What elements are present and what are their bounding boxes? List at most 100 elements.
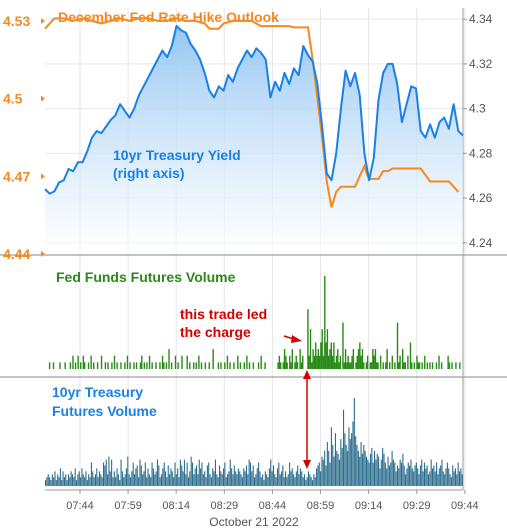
treasury-futures-volume-bar [162,468,164,486]
fed-funds-volume-bar [116,362,118,369]
fed-funds-volume-bar [285,355,287,369]
treasury-futures-volume-bar [336,450,338,486]
treasury-futures-volume-bar [151,462,153,486]
fed-funds-volume-bar [252,362,255,369]
treasury-futures-volume-bar [252,465,254,486]
fed-funds-volume-bar [317,349,320,369]
treasury-futures-volume-bar [280,471,283,486]
treasury-futures-volume-bar [104,465,106,486]
fed-funds-volume-bar [418,362,421,369]
fed-funds-volume-bar [363,362,365,369]
fed-funds-volume-bar [379,355,382,369]
treasury-futures-volume-bar [65,474,67,486]
right-axis-ticks: 4.34 4.32 4.3 4.28 4.26 4.24 [463,12,493,250]
left-axis-tick-marker [41,251,45,257]
treasury-futures-volume-bar [138,477,140,486]
treasury-futures-volume-bar [272,465,274,486]
fed-funds-volume-bar [459,362,461,369]
treasury-futures-volume-bar [201,462,203,486]
treasury-futures-volume-bar [344,433,346,486]
fed-funds-volume-bar [74,362,77,369]
treasury-futures-volume-bar [340,439,342,486]
treasury-futures-volume-bar [55,480,57,486]
fed-funds-volume-bar [448,362,451,369]
fed-funds-volume-bar [248,362,251,369]
treasury-futures-volume-bar [422,471,424,486]
fed-funds-volume-bar [365,362,368,369]
treasury-futures-volume-bar [254,477,256,486]
fed-funds-volume-bar [139,362,142,369]
treasury-futures-volume-bar [256,468,258,486]
treasury-futures-volume-bar [147,468,149,486]
treasury-futures-volume-bar [295,471,297,486]
fed-funds-volume-bar [389,362,391,369]
fed-funds-volume-bar [344,349,347,369]
treasury-futures-volume-bar [232,474,234,486]
treasury-futures-volume-bar [241,477,243,486]
treasury-futures-volume-bar [386,468,388,486]
x-axis-tick-label: 08:14 [162,500,190,512]
fed-funds-volume-bar [229,362,231,369]
treasury-futures-volume-bar [399,459,401,486]
treasury-futures-volume-bar [326,442,328,486]
treasury-futures-volume-bar [170,468,172,486]
treasury-futures-volume-bar [166,477,168,486]
treasury-futures-volume-bar [448,468,450,486]
x-axis-tick-label: 08:44 [259,500,287,512]
treasury-futures-volume-bar [395,471,397,486]
fed-funds-volume-bar [282,362,284,369]
treasury-futures-volume-bar [204,471,206,486]
treasury-futures-volume-bar [400,462,403,486]
treasury-futures-volume-bar [206,465,208,486]
treasury-futures-volume-bar [379,468,381,486]
treasury-futures-volume-bar [214,459,216,486]
treasury-futures-volume-bar [62,471,64,486]
treasury-futures-volume-bar [186,462,188,486]
treasury-futures-volume-bar [297,465,299,486]
fed-funds-volume-bar [204,362,207,369]
fed-funds-volume-bar [200,362,203,369]
treasury-futures-volume-bar [316,468,318,486]
fed-funds-volume-bar [373,355,375,369]
fed-funds-volume-bar [155,362,157,369]
treasury-futures-volume-bar [329,462,331,486]
treasury-futures-volume-bar [426,465,428,486]
treasury-futures-volume-bar [175,474,177,486]
fed-funds-volume-bar [312,349,314,369]
treasury-futures-volume-bar [123,477,125,486]
x-axis-tick-label: 07:59 [114,500,142,512]
treasury-futures-volume-bar [85,471,87,486]
treasury-futures-volume-bar [287,474,289,486]
treasury-futures-volume-bar [291,468,293,486]
treasury-futures-volume-bar [307,471,310,486]
treasury-futures-volume-bar [111,459,113,486]
left-axis-tick-marker [41,17,45,24]
fed-funds-volume-bar [100,355,103,369]
fed-funds-volume-bar [404,362,406,369]
treasury-futures-volume-bar [278,462,280,486]
treasury-futures-volume-bar [437,474,439,486]
annotation-line1: this trade led [180,306,267,322]
treasury-futures-volume-bar [305,480,307,486]
treasury-futures-volume-bar [169,474,171,486]
treasury-futures-volume-bar [74,468,76,486]
fed-funds-volume-bar [438,355,440,369]
fed-funds-volume-bar [329,349,331,369]
treasury-futures-volume-bar [82,474,84,486]
fed-funds-volume-bar [391,355,393,369]
fed-funds-volume-bar [302,355,304,369]
fed-funds-volume-bar [212,349,214,369]
fed-funds-volume-bar [409,342,412,369]
treasury-futures-volume-bar [334,433,336,486]
treasury-futures-volume-bar [450,477,452,486]
treasury-futures-volume-bar [352,421,354,486]
fed-funds-volume-bar [143,362,146,369]
treasury-futures-volume-bar [333,456,335,486]
treasury-futures-volume-bar [76,480,78,486]
treasury-futures-volume-bar [47,474,49,486]
treasury-futures-volume-bar [100,474,102,486]
treasury-futures-volume-bar [403,465,405,486]
treasury-futures-volume-bar [321,456,323,486]
left-axis-tick-marker [41,173,45,180]
treasury-futures-volume-bar [353,398,355,486]
